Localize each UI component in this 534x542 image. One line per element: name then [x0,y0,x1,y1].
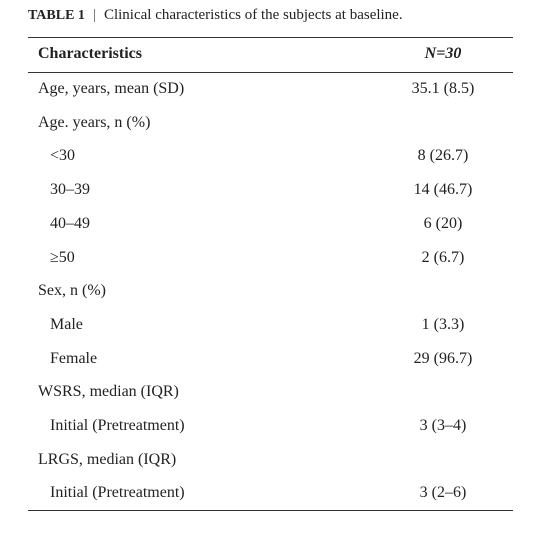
row-label: Initial (Pretreatment) [50,417,185,434]
table-row: Female 29 (96.7) [28,342,513,376]
row-value: 2 (6.7) [421,248,465,266]
row-label: Female [50,349,98,367]
row-label: Sex, n (%) [38,282,106,300]
table-row: ≥50 2 (6.7) [28,241,513,275]
row-value: 3 (2–6) [419,484,467,502]
row-label: Age, years, mean (SD) [38,80,185,97]
table-row: WSRS, median (IQR) [28,375,513,409]
top-rule [28,37,513,38]
caption-label: TABLE 1 [28,8,85,23]
row-label: Age. years, n (%) [38,113,151,131]
header-row: Characteristics N=30 [28,37,513,71]
row-label: LRGS, median (IQR) [38,450,177,468]
table-caption: TABLE 1 | Clinical characteristics of the … [28,7,403,24]
table-row: Initial (Pretreatment) 3 (3–4) [28,409,513,443]
header-cell: Characteristics [38,45,142,62]
row-value: 29 (96.7) [413,349,473,367]
table-row: Age, years, mean (SD) 35.1 (8.5) [28,72,513,106]
row-value: 8 (26.7) [417,147,469,165]
table-row: Sex, n (%) [28,274,513,308]
row-label: 40–49 [50,214,90,232]
table-row: Male 1 (3.3) [28,308,513,342]
row-value: 3 (3–4) [419,417,467,434]
table-row: 30–39 14 (46.7) [28,173,513,207]
bottom-rule [28,510,513,511]
caption-separator: | [92,7,96,23]
caption-text: Clinical characteristics of the subjects… [103,7,403,23]
row-label: Male [50,315,83,333]
table-row: Initial (Pretreatment) 3 (2–6) [28,476,513,510]
row-label: ≥50 [50,248,75,266]
row-value: 6 (20) [423,214,463,232]
row-value: 35.1 (8.5) [411,80,475,97]
row-value: 14 (46.7) [413,181,473,199]
header-rule [28,72,513,73]
row-label: <30 [50,147,76,165]
row-label: Initial (Pretreatment) [50,484,185,502]
table-row: 40–49 6 (20) [28,207,513,241]
row-value: 1 (3.3) [421,315,465,333]
table-row: <30 8 (26.7) [28,139,513,173]
table-row: Age. years, n (%) [28,106,513,140]
row-label: 30–39 [50,181,90,199]
header-cell: N=30 [424,45,462,62]
row-label: WSRS, median (IQR) [38,383,179,401]
table-row: LRGS, median (IQR) [28,443,513,477]
